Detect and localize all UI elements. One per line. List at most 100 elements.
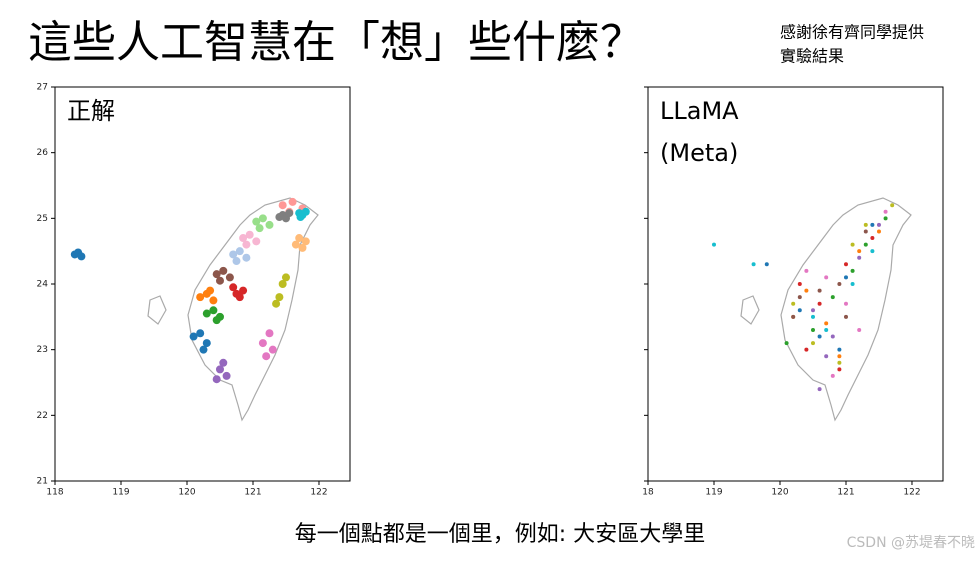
point	[863, 242, 868, 247]
point	[206, 286, 215, 295]
point	[830, 295, 835, 300]
point	[288, 197, 297, 206]
point	[239, 234, 248, 243]
x-tick-label: 120	[178, 488, 195, 498]
point	[295, 234, 304, 243]
x-tick-label: 122	[310, 488, 327, 498]
point	[196, 293, 205, 302]
point	[850, 242, 855, 247]
point	[242, 253, 251, 262]
point	[751, 262, 756, 267]
point	[804, 288, 809, 293]
point	[870, 249, 875, 254]
point	[235, 293, 244, 302]
point	[225, 273, 234, 282]
point	[219, 266, 228, 275]
point	[817, 387, 822, 392]
point	[268, 345, 277, 354]
point	[850, 268, 855, 273]
point	[301, 237, 310, 246]
point	[212, 270, 221, 279]
point	[791, 301, 796, 306]
y-tick-label: 21	[37, 477, 48, 487]
point	[764, 262, 769, 267]
point	[245, 230, 254, 239]
point	[810, 314, 815, 319]
y-tick-label: 24	[37, 280, 49, 290]
point	[863, 222, 868, 227]
point	[837, 367, 842, 372]
point	[843, 275, 848, 280]
point	[804, 268, 809, 273]
point	[252, 237, 261, 246]
point	[196, 329, 205, 338]
point	[870, 236, 875, 241]
point	[258, 214, 267, 223]
plot-frame	[54, 86, 351, 482]
point	[222, 371, 231, 380]
point	[209, 296, 218, 305]
y-tick-label: 25	[37, 214, 48, 224]
point	[301, 207, 310, 216]
point	[824, 275, 829, 280]
point	[285, 209, 294, 218]
point	[837, 282, 842, 286]
point	[296, 213, 305, 222]
point	[791, 314, 796, 319]
point	[810, 327, 815, 332]
point	[817, 301, 822, 306]
point	[890, 203, 895, 208]
map-outline	[147, 197, 319, 421]
caption: 每一個點都是一個里，例如: 大安區大學里	[295, 522, 705, 547]
point	[265, 220, 274, 229]
point	[229, 283, 238, 292]
point	[711, 242, 716, 247]
x-tick-label: 121	[837, 488, 854, 498]
point	[843, 314, 848, 319]
point	[212, 375, 221, 384]
point	[817, 334, 822, 339]
point	[797, 282, 802, 286]
point	[810, 308, 815, 313]
y-tick-label: 22	[37, 411, 48, 421]
point	[824, 354, 829, 359]
point	[876, 229, 881, 234]
point	[837, 360, 842, 365]
point	[199, 345, 208, 354]
point	[863, 229, 868, 234]
point	[784, 341, 789, 346]
point	[824, 327, 829, 332]
point	[219, 358, 228, 367]
point	[265, 329, 274, 338]
point	[258, 339, 267, 348]
point	[883, 209, 888, 214]
point	[242, 240, 251, 249]
map-outline	[740, 197, 912, 421]
note: 感謝徐有齊同學提供	[780, 23, 924, 42]
point	[232, 257, 241, 266]
point	[797, 308, 802, 313]
x-tick-label: 18	[642, 488, 654, 498]
point	[212, 316, 221, 325]
y-tick-label: 27	[37, 83, 48, 93]
point	[870, 222, 875, 227]
y-tick-label: 23	[37, 345, 48, 355]
point	[857, 249, 862, 254]
title: 這些人工智慧在「想」些什麼？	[28, 17, 644, 68]
point	[252, 217, 261, 226]
point	[262, 352, 271, 361]
note: 實驗結果	[780, 47, 844, 66]
point	[202, 309, 211, 318]
point	[239, 286, 248, 295]
point	[77, 252, 86, 261]
point	[837, 354, 842, 359]
point	[830, 334, 835, 339]
point	[857, 255, 862, 260]
point	[275, 293, 284, 302]
point	[278, 201, 287, 210]
point	[209, 306, 218, 315]
point	[229, 250, 238, 259]
annotation: 正解	[67, 97, 115, 125]
point	[281, 273, 290, 282]
watermark: CSDN @苏堤春不晓	[847, 535, 975, 551]
